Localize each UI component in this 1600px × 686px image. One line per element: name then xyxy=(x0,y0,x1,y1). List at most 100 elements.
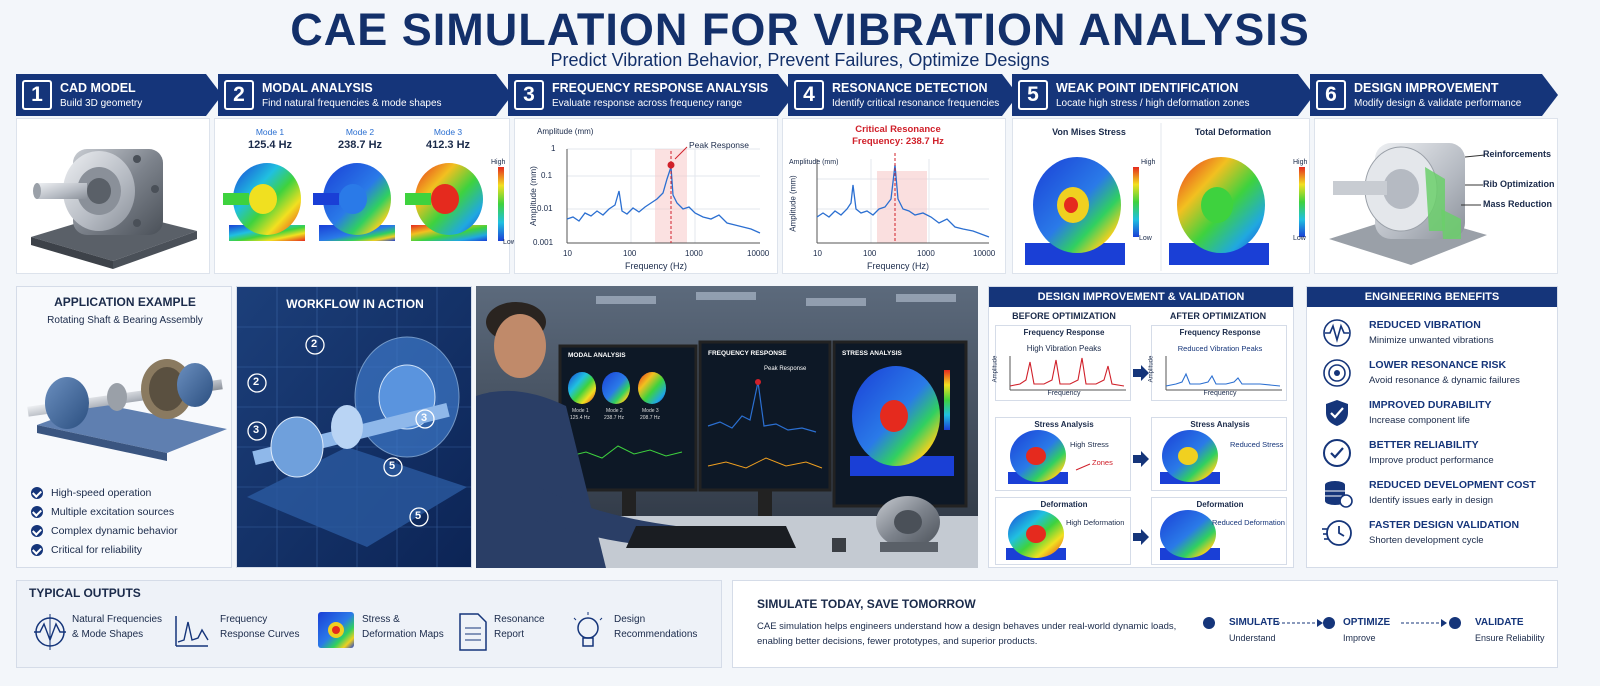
weak-scale-high: High xyxy=(1141,159,1156,166)
validation-title: DESIGN IMPROVEMENT & VALIDATION xyxy=(989,287,1293,307)
screen-mode-label: Mode 3 xyxy=(642,408,659,414)
resonance-panel: Critical Resonance Frequency: 238.7 Hz A… xyxy=(782,118,1006,274)
mode-shapes-illustration xyxy=(223,163,504,241)
after-fr-caption: Reduced Vibration Peaks xyxy=(1177,344,1263,353)
step-3: 3 FREQUENCY RESPONSE ANALYSIS Evaluate res… xyxy=(508,74,794,116)
heatmap-icon xyxy=(318,612,354,648)
lightbulb-icon xyxy=(573,612,603,647)
application-list: High-speed operation Multiple excitation… xyxy=(31,487,178,563)
fr-xtick: 10 xyxy=(563,249,572,258)
res-xlabel: Frequency (Hz) xyxy=(867,261,930,271)
screen-stress-title: STRESS ANALYSIS xyxy=(842,350,902,357)
flow-validate: VALIDATE xyxy=(1475,617,1524,628)
screen-mode-freq: 125.4 Hz xyxy=(570,415,591,421)
mode-3-freq: 412.3 Hz xyxy=(425,139,471,151)
critical-resonance-label: Critical Resonance xyxy=(855,124,941,135)
before-stress-illustration xyxy=(1008,430,1091,484)
flow-optimize-desc: Improve xyxy=(1343,633,1376,643)
fr-xtick: 100 xyxy=(623,249,637,258)
output-design-recommendations: Design Recommendations xyxy=(614,614,698,640)
shaft-bearing-illustration xyxy=(27,359,227,461)
cad-panel xyxy=(16,118,210,274)
weak-scale-low: Low xyxy=(1139,235,1152,242)
res-ylabel-top: Amplitude (mm) xyxy=(789,159,839,166)
report-icon xyxy=(459,613,487,651)
mode-3-label: Mode 3 xyxy=(433,127,463,137)
workflow-in-action-card: WORKFLOW IN ACTION 2 2 3 3 5 5 xyxy=(236,286,472,568)
check-icon xyxy=(31,487,43,499)
before-label: BEFORE OPTIMIZATION xyxy=(1012,311,1116,321)
mode-2-label: Mode 2 xyxy=(345,127,375,137)
engineer-workstation-photo: MODAL ANALYSIS FREQUENCY RESPONSE STRESS… xyxy=(476,286,978,568)
before-stress-title: Stress Analysis xyxy=(1034,420,1094,429)
after-stress-label: Reduced Stress xyxy=(1230,440,1284,449)
after-fr-title: Frequency Response xyxy=(1179,328,1261,337)
coins-icon xyxy=(1325,481,1353,508)
mode-shapes-icon xyxy=(34,614,66,650)
stress-deformation-illustration xyxy=(1025,123,1305,271)
before-stress-box: Stress Analysis High Stress Zones xyxy=(995,417,1131,491)
output-resonance-report: Resonance Report xyxy=(494,614,545,640)
application-item: Multiple excitation sources xyxy=(31,506,178,518)
critical-resonance-freq: Frequency: 238.7 Hz xyxy=(852,136,944,147)
output-deformation-maps: Stress & Deformation Maps xyxy=(362,614,444,640)
simulate-today-card: SIMULATE TODAY, SAVE TOMORROW CAE simula… xyxy=(732,580,1558,668)
after-fr-ylabel: Amplitude xyxy=(1148,355,1155,383)
flow-simulate: SIMULATE xyxy=(1229,617,1280,628)
cad-gearbox-illustration xyxy=(31,149,197,269)
after-deform-title: Deformation xyxy=(1196,500,1244,509)
fr-xlabel: Frequency (Hz) xyxy=(625,261,688,271)
workflow-marker: 5 xyxy=(415,510,422,522)
mode-1-freq: 125.4 Hz xyxy=(247,139,293,151)
after-deform-illustration xyxy=(1160,510,1220,560)
after-stress-illustration xyxy=(1160,430,1220,484)
fr-xtick: 1000 xyxy=(685,249,703,258)
after-fr-xlabel: Frequency xyxy=(1203,390,1237,397)
shield-icon xyxy=(1326,400,1348,426)
before-fr-caption: High Vibration Peaks xyxy=(1026,344,1102,353)
scale-low: Low xyxy=(503,239,516,246)
frequency-response-panel: Amplitude (mm) Peak Response Amplitude (… xyxy=(514,118,778,274)
flow-simulate-desc: Understand xyxy=(1229,633,1276,643)
screen-mode-label: Mode 1 xyxy=(572,408,589,414)
frequency-response-chart xyxy=(566,146,761,244)
flow-validate-desc: Ensure Reliability xyxy=(1475,633,1545,643)
simulate-line1: CAE simulation helps engineers understan… xyxy=(757,621,1177,632)
fr-xtick: 10000 xyxy=(747,249,770,258)
before-fr-chart xyxy=(1009,356,1126,391)
label-rib-optimization: Rib Optimization xyxy=(1483,179,1555,189)
after-deform-label: Reduced Deformation xyxy=(1212,518,1285,527)
before-deform-illustration xyxy=(1006,510,1066,560)
weak-scale-low-2: Low xyxy=(1293,235,1306,242)
outputs-title: TYPICAL OUTPUTS xyxy=(29,586,141,600)
fr-ytick: 0.01 xyxy=(537,204,553,213)
before-deform-label: High Deformation xyxy=(1066,518,1125,527)
mode-1-label: Mode 1 xyxy=(255,127,285,137)
application-example-card: APPLICATION EXAMPLE Rotating Shaft & Bea… xyxy=(16,286,232,568)
application-subtitle: Rotating Shaft & Bearing Assembly xyxy=(47,315,203,326)
after-fr-box: Frequency Response Reduced Vibration Pea… xyxy=(1148,325,1287,401)
fr-ytick: 0.1 xyxy=(541,171,553,180)
screen-modal-title: MODAL ANALYSIS xyxy=(568,352,626,359)
workflow-blueprint-illustration xyxy=(237,287,471,567)
screen-mode-label: Mode 2 xyxy=(606,408,623,414)
res-xtick: 1000 xyxy=(917,249,935,258)
fr-ylabel: Amplitude (mm) xyxy=(528,166,538,226)
design-improvement-panel: Reinforcements Rib Optimization Mass Red… xyxy=(1314,118,1558,274)
before-stress-zones: Zones xyxy=(1092,458,1113,467)
simulate-title: SIMULATE TODAY, SAVE TOMORROW xyxy=(757,597,976,611)
mode-2-freq: 238.7 Hz xyxy=(337,139,383,151)
check-icon xyxy=(31,544,43,556)
before-deform-title: Deformation xyxy=(1040,500,1088,509)
after-stress-box: Stress Analysis Reduced Stress xyxy=(1151,417,1287,491)
fr-ytick: 1 xyxy=(551,144,556,153)
output-response-curves: Frequency Response Curves xyxy=(220,614,300,640)
after-label: AFTER OPTIMIZATION xyxy=(1169,311,1267,321)
check-icon xyxy=(31,506,43,518)
after-stress-title: Stress Analysis xyxy=(1190,420,1250,429)
modal-analysis-panel: Mode 1 125.4 Hz Mode 2 238.7 Hz Mode 3 4… xyxy=(214,118,516,274)
total-deformation-label: Total Deformation xyxy=(1194,127,1272,137)
screen-mode-freq: 208.7 Hz xyxy=(640,415,661,421)
page-title: CAE SIMULATION FOR VIBRATION ANALYSIS xyxy=(290,4,1310,55)
engineering-benefits-card: ENGINEERING BENEFITS REDUCED VIBRATION Mi… xyxy=(1306,286,1558,568)
